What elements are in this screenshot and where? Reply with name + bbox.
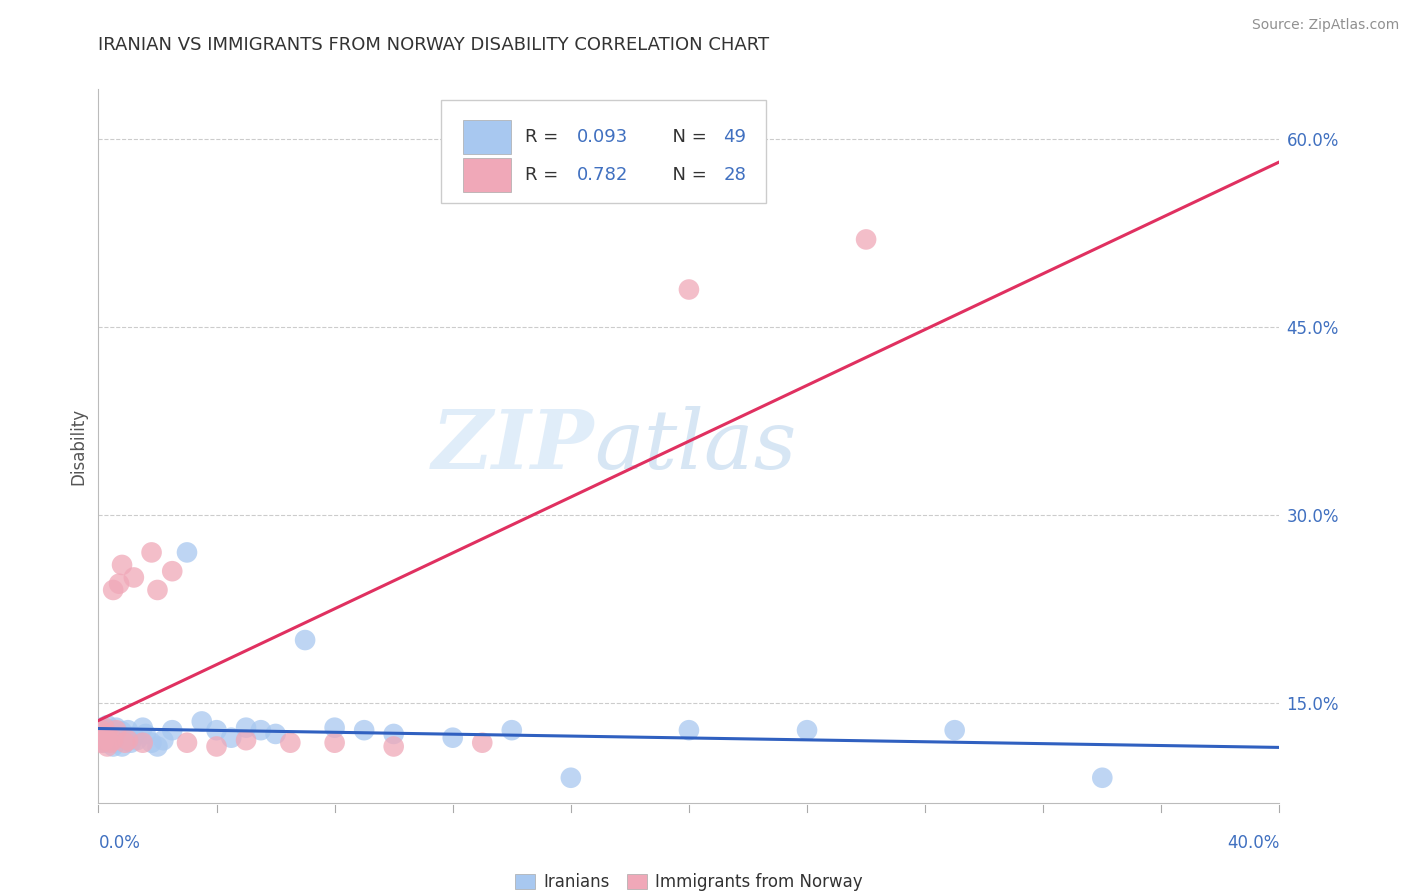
- Point: [93, 723, 115, 738]
- Text: Source: ZipAtlas.com: Source: ZipAtlas.com: [1251, 18, 1399, 32]
- Point: [796, 723, 818, 738]
- Y-axis label: Disability: Disability: [69, 408, 87, 484]
- Point: [90, 727, 112, 741]
- Point: [264, 727, 287, 741]
- Text: N =: N =: [661, 166, 711, 184]
- Point: [93, 721, 115, 735]
- Text: N =: N =: [661, 128, 711, 146]
- Point: [141, 545, 163, 559]
- Point: [105, 721, 128, 735]
- Point: [96, 718, 118, 732]
- FancyBboxPatch shape: [464, 120, 510, 154]
- Point: [176, 736, 198, 750]
- Point: [125, 733, 148, 747]
- Point: [117, 723, 139, 738]
- Text: 40.0%: 40.0%: [1227, 834, 1279, 852]
- Point: [117, 733, 139, 747]
- Point: [235, 733, 257, 747]
- Point: [176, 545, 198, 559]
- Point: [103, 733, 125, 747]
- Point: [98, 736, 121, 750]
- Point: [441, 731, 464, 745]
- Point: [294, 633, 316, 648]
- Point: [108, 727, 131, 741]
- Point: [90, 733, 112, 747]
- Point: [96, 725, 118, 739]
- Text: R =: R =: [524, 128, 564, 146]
- Point: [93, 736, 115, 750]
- Point: [678, 283, 700, 297]
- Point: [146, 582, 169, 597]
- Point: [278, 736, 302, 750]
- Point: [96, 734, 118, 748]
- Point: [96, 739, 118, 754]
- Point: [98, 731, 121, 746]
- Point: [103, 739, 125, 754]
- Point: [219, 731, 242, 745]
- Point: [471, 736, 494, 750]
- Point: [122, 570, 145, 584]
- Point: [135, 727, 157, 741]
- Point: [111, 558, 134, 572]
- Text: 0.0%: 0.0%: [98, 834, 141, 852]
- Point: [111, 739, 134, 754]
- Legend: Iranians, Immigrants from Norway: Iranians, Immigrants from Norway: [515, 872, 863, 891]
- Text: 49: 49: [723, 128, 747, 146]
- Text: IRANIAN VS IMMIGRANTS FROM NORWAY DISABILITY CORRELATION CHART: IRANIAN VS IMMIGRANTS FROM NORWAY DISABI…: [98, 36, 769, 54]
- Point: [114, 736, 136, 750]
- Point: [678, 723, 700, 738]
- FancyBboxPatch shape: [441, 100, 766, 203]
- Point: [90, 721, 112, 735]
- Point: [122, 730, 145, 744]
- Point: [382, 727, 405, 741]
- Text: 0.093: 0.093: [576, 128, 628, 146]
- Point: [120, 736, 142, 750]
- Point: [90, 723, 112, 738]
- Text: ZIP: ZIP: [432, 406, 595, 486]
- Point: [132, 721, 155, 735]
- FancyBboxPatch shape: [464, 158, 510, 192]
- Point: [93, 731, 115, 745]
- Point: [96, 727, 118, 741]
- Point: [191, 714, 214, 729]
- Point: [943, 723, 966, 738]
- Point: [205, 739, 228, 754]
- Text: 0.782: 0.782: [576, 166, 628, 184]
- Point: [105, 723, 128, 738]
- Point: [1091, 771, 1114, 785]
- Point: [103, 723, 125, 738]
- Point: [353, 723, 375, 738]
- Point: [105, 736, 128, 750]
- Text: R =: R =: [524, 166, 564, 184]
- Point: [162, 564, 183, 578]
- Point: [323, 721, 346, 735]
- Point: [90, 736, 112, 750]
- Point: [141, 736, 163, 750]
- Point: [235, 721, 257, 735]
- Point: [114, 731, 136, 745]
- Point: [501, 723, 523, 738]
- Point: [162, 723, 183, 738]
- Point: [108, 576, 131, 591]
- Point: [250, 723, 273, 738]
- Point: [98, 728, 121, 742]
- Text: atlas: atlas: [595, 406, 797, 486]
- Point: [146, 739, 169, 754]
- Point: [323, 736, 346, 750]
- Point: [855, 232, 877, 246]
- Point: [205, 723, 228, 738]
- Point: [382, 739, 405, 754]
- Point: [93, 733, 115, 747]
- Point: [111, 724, 134, 739]
- Point: [108, 733, 131, 747]
- Point: [103, 582, 125, 597]
- Text: 28: 28: [723, 166, 747, 184]
- Point: [132, 736, 155, 750]
- Point: [103, 731, 125, 745]
- Point: [152, 733, 174, 747]
- Point: [560, 771, 582, 785]
